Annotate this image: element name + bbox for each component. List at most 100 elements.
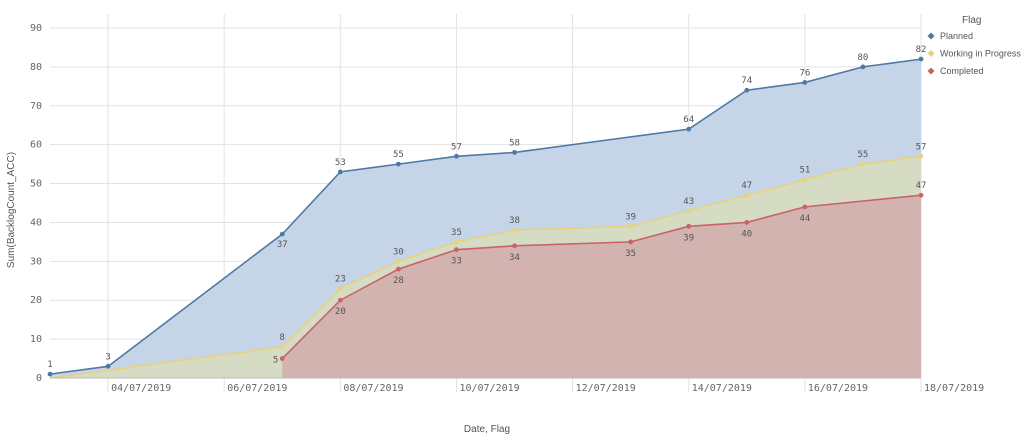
x-axis-title: Date, Flag — [464, 424, 510, 435]
y-tick-label: 80 — [30, 62, 42, 73]
point-planned — [454, 153, 459, 159]
point-completed — [279, 356, 285, 361]
point-working-in-progress — [860, 161, 866, 167]
point-working-in-progress — [454, 239, 459, 245]
data-label-planned: 58 — [509, 138, 520, 148]
point-planned — [744, 87, 750, 93]
point-working-in-progress — [686, 208, 692, 214]
series-points — [47, 56, 924, 377]
y-tick-label: 60 — [30, 140, 42, 151]
data-label-working-in-progress: 38 — [509, 216, 520, 226]
legend-item-planned[interactable]: Planned — [940, 31, 973, 41]
legend-item-completed[interactable]: Completed — [940, 66, 984, 76]
data-label-completed: 39 — [683, 233, 694, 243]
x-tick-label: 18/07/2019 — [924, 383, 984, 394]
data-label-working-in-progress: 8 — [280, 333, 285, 343]
x-tick-label: 10/07/2019 — [459, 383, 519, 394]
point-planned — [802, 80, 808, 85]
data-label-completed: 40 — [741, 229, 752, 239]
data-label-planned: 82 — [916, 45, 927, 55]
data-label-completed: 34 — [509, 253, 520, 263]
data-label-planned: 64 — [683, 115, 694, 125]
data-label-completed: 5 — [273, 356, 278, 366]
point-completed — [744, 220, 750, 225]
data-label-planned: 55 — [393, 150, 404, 160]
point-working-in-progress — [512, 227, 517, 233]
point-working-in-progress — [396, 258, 401, 264]
point-planned — [918, 56, 924, 62]
point-working-in-progress — [802, 177, 808, 183]
y-tick-label: 30 — [30, 256, 42, 267]
data-label-working-in-progress: 30 — [393, 247, 404, 257]
point-working-in-progress — [279, 344, 285, 350]
data-label-working-in-progress: 51 — [799, 166, 810, 176]
data-label-working-in-progress: 43 — [683, 197, 694, 207]
axes: Date, Flag Sum(BacklogCount_ACC) 0102030… — [6, 23, 984, 435]
data-label-planned: 74 — [741, 76, 752, 86]
data-label-completed: 35 — [625, 249, 636, 259]
data-label-planned: 3 — [105, 352, 110, 362]
point-completed — [512, 243, 517, 249]
line-completed — [281, 194, 922, 360]
point-planned — [396, 161, 401, 167]
point-planned — [512, 150, 517, 155]
point-planned — [47, 371, 53, 377]
point-planned — [105, 363, 111, 369]
data-label-completed: 33 — [451, 257, 462, 267]
y-tick-label: 40 — [30, 217, 42, 228]
x-tick-label: 16/07/2019 — [808, 383, 868, 394]
point-working-in-progress — [628, 223, 634, 229]
data-label-working-in-progress: 35 — [451, 228, 462, 238]
x-tick-label: 12/07/2019 — [576, 383, 636, 394]
area-completed — [282, 195, 921, 378]
y-tick-label: 10 — [30, 334, 42, 345]
data-label-completed: 44 — [799, 214, 810, 224]
y-axis-title: Sum(BacklogCount_ACC) — [6, 152, 17, 268]
point-working-in-progress — [918, 153, 924, 159]
point-completed — [337, 297, 343, 303]
legend-marker-working-in-progress — [927, 50, 935, 57]
x-tick-label: 08/07/2019 — [343, 383, 403, 394]
point-completed — [628, 239, 634, 245]
data-label-working-in-progress: 55 — [858, 150, 869, 160]
legend[interactable]: Flag Planned Working in Progress Completed — [927, 15, 1022, 76]
point-completed — [918, 192, 924, 198]
data-label-planned: 1 — [47, 360, 52, 370]
data-label-completed: 47 — [916, 181, 927, 191]
point-planned — [337, 169, 343, 175]
data-label-planned: 37 — [277, 240, 288, 250]
data-label-working-in-progress: 57 — [916, 142, 927, 152]
series-areas — [50, 59, 921, 378]
legend-marker-completed — [927, 67, 935, 75]
x-tick-label: 06/07/2019 — [227, 383, 287, 394]
data-label-working-in-progress: 47 — [741, 181, 752, 191]
point-planned — [860, 64, 866, 70]
line-working-in-progress — [49, 155, 922, 379]
legend-title: Flag — [962, 15, 981, 26]
data-label-working-in-progress: 39 — [625, 212, 636, 222]
point-planned — [686, 126, 692, 132]
point-working-in-progress — [744, 192, 750, 198]
data-label-planned: 57 — [451, 142, 462, 152]
y-tick-label: 70 — [30, 101, 42, 112]
point-completed — [686, 223, 692, 229]
data-label-planned: 53 — [335, 158, 346, 168]
y-tick-label: 90 — [30, 23, 42, 34]
y-tick-label: 0 — [36, 373, 42, 384]
data-label-completed: 20 — [335, 307, 346, 317]
x-tick-label: 04/07/2019 — [111, 383, 171, 394]
legend-item-working-in-progress[interactable]: Working in Progress — [940, 49, 1021, 59]
point-working-in-progress — [337, 286, 343, 291]
x-tick-label: 14/07/2019 — [692, 383, 752, 394]
legend-marker-planned — [927, 32, 935, 40]
data-label-planned: 80 — [858, 53, 869, 63]
point-completed — [802, 204, 808, 210]
y-tick-label: 50 — [30, 179, 42, 190]
point-planned — [279, 231, 285, 237]
y-tick-label: 20 — [30, 295, 42, 306]
data-label-completed: 28 — [393, 276, 404, 286]
point-completed — [396, 266, 401, 272]
data-label-planned: 76 — [799, 68, 810, 78]
